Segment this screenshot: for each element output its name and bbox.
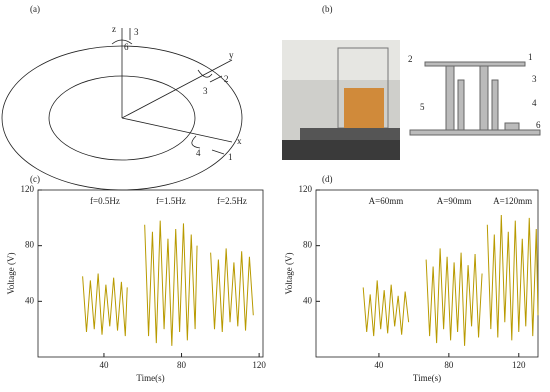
- panel-label: (a): [30, 4, 40, 14]
- marker-number: 1: [528, 52, 533, 62]
- y-axis-label: Voltage (V): [284, 252, 294, 294]
- series-label: A=120mm: [493, 196, 532, 206]
- y-tick-label: 120: [21, 184, 35, 194]
- signal-line: [82, 273, 128, 337]
- x-tick-label: 120: [252, 360, 266, 370]
- series-label: f=1.5Hz: [156, 196, 186, 206]
- y-tick-label: 40: [303, 295, 313, 305]
- series-label: f=0.5Hz: [90, 196, 120, 206]
- marker-number: 3: [203, 86, 208, 96]
- marker-number: 2: [408, 54, 413, 64]
- x-tick-label: 80: [177, 360, 187, 370]
- cad-drawing: [405, 40, 545, 160]
- panel-label: (c): [30, 174, 40, 184]
- series-label: f=2.5Hz: [217, 196, 247, 206]
- signal-line: [210, 248, 254, 332]
- marker-number: 2: [224, 74, 229, 84]
- y-tick-label: 40: [25, 295, 35, 305]
- signal-line: [362, 280, 410, 337]
- marker-number: 5: [420, 102, 425, 112]
- axis-name: y: [229, 50, 234, 60]
- signal-line: [144, 220, 198, 346]
- signal-line: [486, 215, 539, 341]
- axis-name: x: [237, 136, 242, 146]
- marker-number: 3: [532, 74, 537, 84]
- marker-number: 4: [532, 98, 537, 108]
- coordinate-diagram: [1, 28, 243, 191]
- axis-name: z: [112, 24, 116, 34]
- plot-frame: [37, 189, 264, 358]
- panel-label: (d): [322, 174, 333, 184]
- x-tick-label: 40: [99, 360, 109, 370]
- marker-number: 6: [124, 42, 129, 52]
- plot-frame: [315, 189, 539, 358]
- y-axis-label: Voltage (V): [6, 252, 16, 294]
- photo: [282, 40, 400, 160]
- series-label: A=60mm: [369, 196, 404, 206]
- series-label: A=90mm: [437, 196, 472, 206]
- y-tick-label: 80: [25, 240, 35, 250]
- x-axis-label: Time(s): [136, 373, 164, 383]
- marker-number: 3: [134, 27, 139, 37]
- marker-number: 1: [228, 152, 233, 162]
- panel-label: (b): [322, 4, 333, 14]
- x-tick-label: 40: [374, 360, 384, 370]
- y-tick-label: 120: [299, 184, 313, 194]
- x-axis-label: Time(s): [413, 373, 441, 383]
- marker-number: 6: [536, 120, 541, 130]
- y-tick-label: 80: [303, 240, 313, 250]
- x-tick-label: 120: [512, 360, 526, 370]
- x-tick-label: 80: [444, 360, 454, 370]
- marker-number: 4: [196, 148, 201, 158]
- signal-line: [425, 248, 483, 346]
